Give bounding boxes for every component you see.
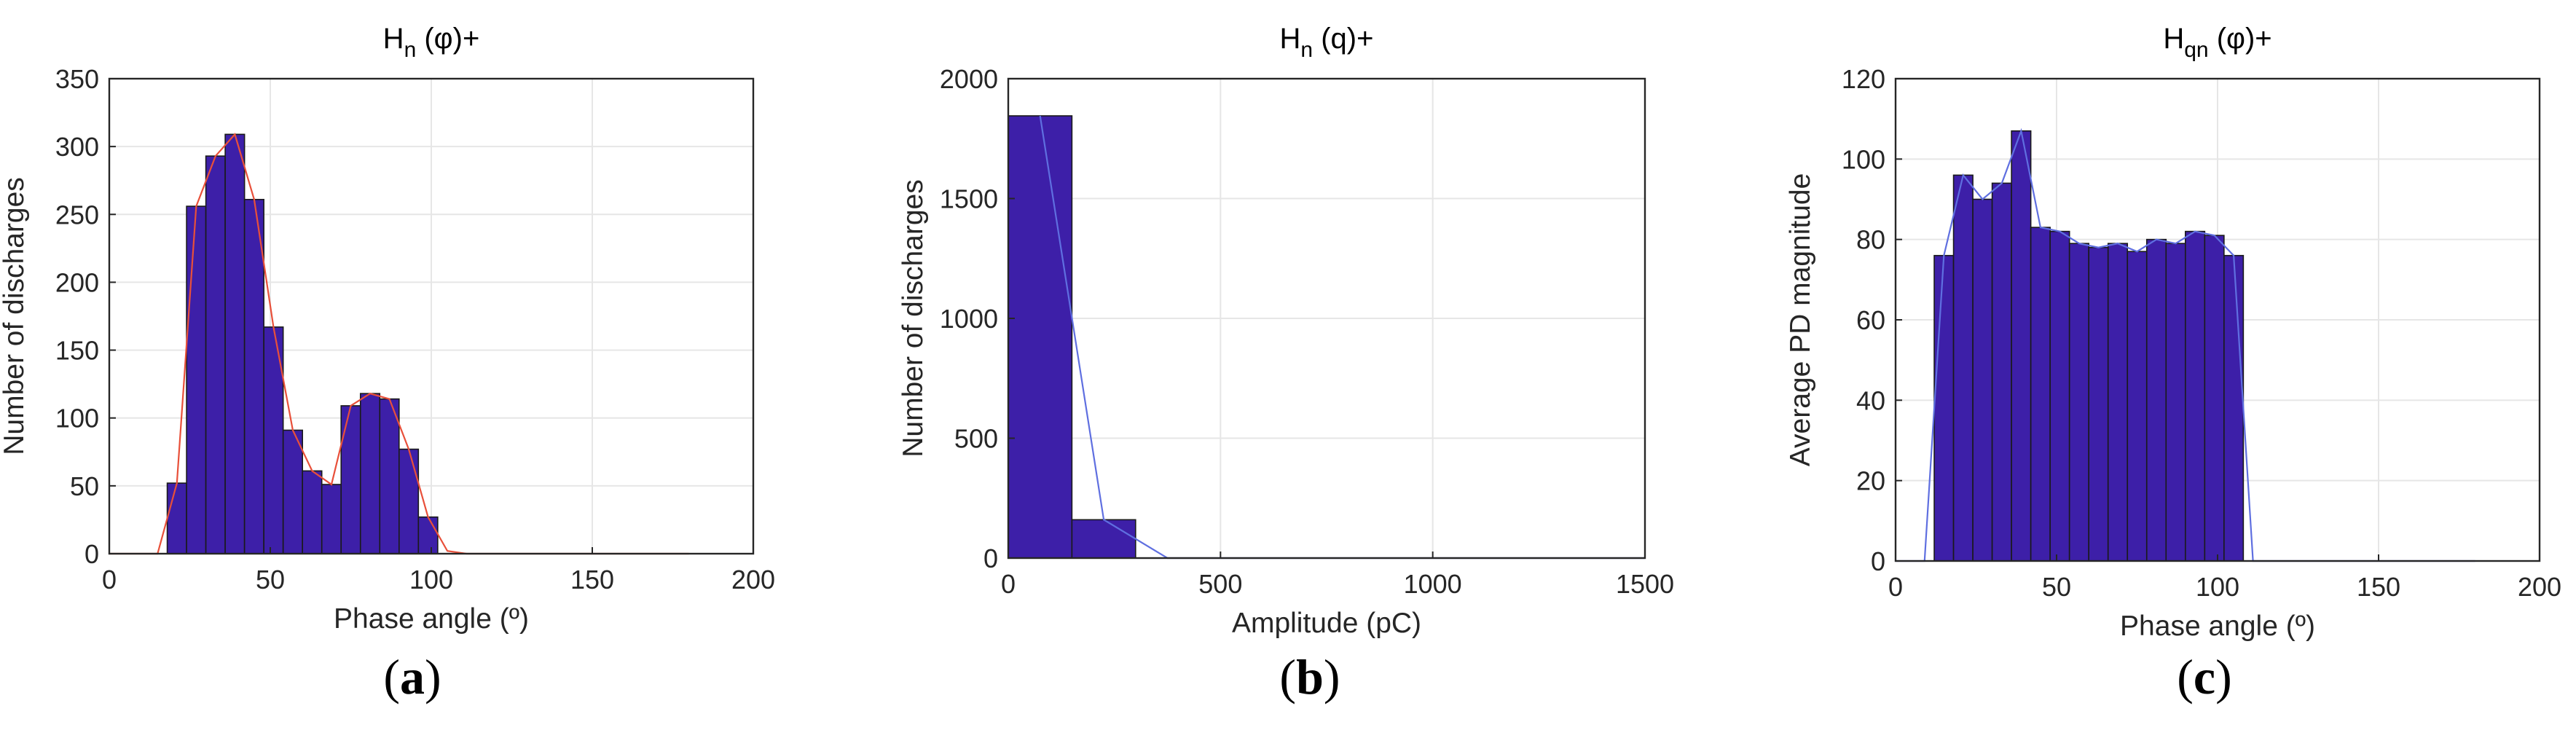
y-axis-label: Number of discharges — [898, 179, 929, 458]
histogram-bar — [321, 484, 342, 554]
histogram-bar — [224, 133, 246, 554]
histogram-bar — [2088, 246, 2109, 562]
x-tick-label: 0 — [1888, 572, 1903, 602]
x-axis-label: Phase angle (º) — [334, 603, 529, 635]
histogram-bar — [1972, 198, 1993, 562]
overlay-line — [109, 133, 689, 555]
histogram-bar — [166, 482, 187, 554]
y-axis-label: Average PD magnitude — [1785, 173, 1816, 467]
histogram-bar — [340, 405, 361, 554]
chart-panel-a: 0 50 100 150 200 0 50 100 150 200 250 300 350 Phase a… — [0, 23, 775, 635]
panel-label-c: (c) — [2177, 649, 2232, 705]
histogram-bar — [243, 198, 264, 554]
chart-title: Hn (φ)+ — [383, 23, 480, 62]
x-tick-label: 1500 — [1616, 569, 1674, 599]
histogram-bar — [379, 398, 400, 554]
histogram-bar — [1952, 174, 1974, 562]
histogram-bar — [359, 393, 381, 554]
y-tick-label: 1500 — [940, 184, 998, 214]
y-tick-label: 1000 — [940, 304, 998, 334]
histogram-bar — [2049, 230, 2070, 562]
chart-title: Hqn (φ)+ — [2163, 23, 2271, 62]
y-tick-label: 150 — [55, 336, 99, 366]
chart-title: Hn (q)+ — [1280, 23, 1374, 62]
y-tick-label: 200 — [55, 267, 99, 297]
histogram-bar — [2165, 243, 2186, 562]
y-tick-label: 50 — [70, 471, 99, 501]
histogram-bar — [1008, 115, 1073, 559]
overlay-line — [1896, 127, 2475, 562]
histogram-bar — [2011, 130, 2032, 562]
y-tick-label: 300 — [55, 132, 99, 162]
y-tick-label: 60 — [1856, 305, 1885, 335]
histogram-bar — [417, 516, 439, 554]
y-tick-label: 20 — [1856, 466, 1885, 496]
histogram-bar — [186, 205, 207, 554]
histogram-bar — [2145, 238, 2167, 562]
x-tick-label: 500 — [1198, 569, 1242, 599]
x-tick-label: 150 — [2357, 572, 2400, 602]
y-tick-label: 0 — [85, 539, 99, 569]
y-tick-label: 0 — [983, 543, 998, 573]
histogram-bar — [282, 429, 303, 554]
y-tick-label: 100 — [55, 404, 99, 433]
histogram-bar — [2030, 227, 2051, 562]
histogram-bar — [1991, 182, 2012, 562]
panel-label-b: (b) — [1279, 649, 1340, 705]
y-tick-label: 120 — [1842, 64, 1885, 94]
histogram-bar — [2223, 254, 2245, 562]
histogram-bar — [2204, 235, 2225, 562]
histogram-bar — [2185, 230, 2206, 562]
histogram-bar — [2107, 243, 2129, 562]
x-tick-label: 100 — [409, 565, 453, 594]
histogram-bar — [1933, 254, 1955, 562]
x-tick-label: 50 — [2042, 572, 2071, 602]
histogram-bar — [2068, 243, 2089, 562]
y-tick-label: 2000 — [940, 64, 998, 94]
x-tick-label: 150 — [570, 565, 614, 594]
histogram-bar — [302, 470, 323, 554]
x-tick-label: 1000 — [1404, 569, 1462, 599]
histogram-bar — [398, 448, 420, 554]
histogram-bar — [2127, 251, 2148, 562]
y-tick-label: 100 — [1842, 144, 1885, 174]
x-tick-label: 50 — [256, 565, 285, 594]
y-tick-label: 40 — [1856, 385, 1885, 415]
x-tick-label: 100 — [2196, 572, 2239, 602]
y-tick-label: 0 — [1871, 546, 1885, 576]
y-tick-label: 80 — [1856, 225, 1885, 255]
y-tick-label: 350 — [55, 64, 99, 94]
x-tick-label: 200 — [731, 565, 775, 594]
y-axis-label: Number of discharges — [0, 177, 30, 455]
panel-label-a: (a) — [383, 649, 441, 705]
x-axis-label: Phase angle (º) — [2120, 611, 2315, 642]
y-tick-label: 500 — [954, 424, 998, 454]
y-tick-label: 250 — [55, 200, 99, 229]
histogram-bar — [1071, 519, 1136, 559]
histogram-bar — [205, 155, 226, 554]
chart-panel-b: 0 500 1000 1500 0 500 1000 1500 2000 Amplitude (p… — [898, 23, 1674, 639]
x-tick-label: 0 — [102, 565, 117, 594]
x-tick-label: 200 — [2518, 572, 2561, 602]
x-axis-label: Amplitude (pC) — [1232, 608, 1421, 639]
chart-panel-c: 0 50 100 150 200 0 20 40 60 80 100 120 Phase angle (… — [1785, 23, 2561, 642]
x-tick-label: 0 — [1001, 569, 1016, 599]
